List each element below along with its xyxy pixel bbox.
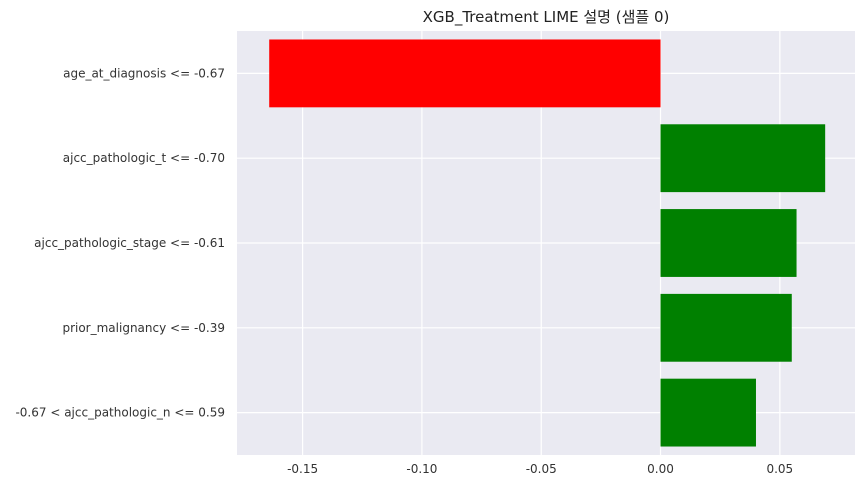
- y-tick-label: prior_malignancy <= -0.39: [62, 321, 225, 335]
- y-tick-labels: age_at_diagnosis <= -0.67 ajcc_pathologic…: [15, 66, 225, 419]
- bars: [269, 39, 826, 447]
- y-tick-label: age_at_diagnosis <= -0.67: [63, 66, 225, 80]
- x-tick-label: 0.00: [647, 462, 674, 476]
- x-tick-label: -0.15: [287, 462, 318, 476]
- x-tick-label: -0.10: [406, 462, 437, 476]
- x-tick-labels: -0.15 -0.10 -0.05 0.00 0.05: [287, 462, 793, 476]
- bar: [660, 124, 826, 193]
- chart-title: XGB_Treatment LIME 설명 (샘플 0): [423, 8, 670, 27]
- x-tick-label: -0.05: [526, 462, 557, 476]
- bar: [269, 39, 661, 108]
- bar: [660, 293, 792, 362]
- x-tick-label: 0.05: [766, 462, 793, 476]
- bar: [660, 378, 756, 447]
- y-tick-label: ajcc_pathologic_t <= -0.70: [63, 151, 225, 165]
- y-tick-label: -0.67 < ajcc_pathologic_n <= 0.59: [15, 406, 225, 420]
- bar: [660, 209, 797, 277]
- y-tick-label: ajcc_pathologic_stage <= -0.61: [34, 236, 225, 250]
